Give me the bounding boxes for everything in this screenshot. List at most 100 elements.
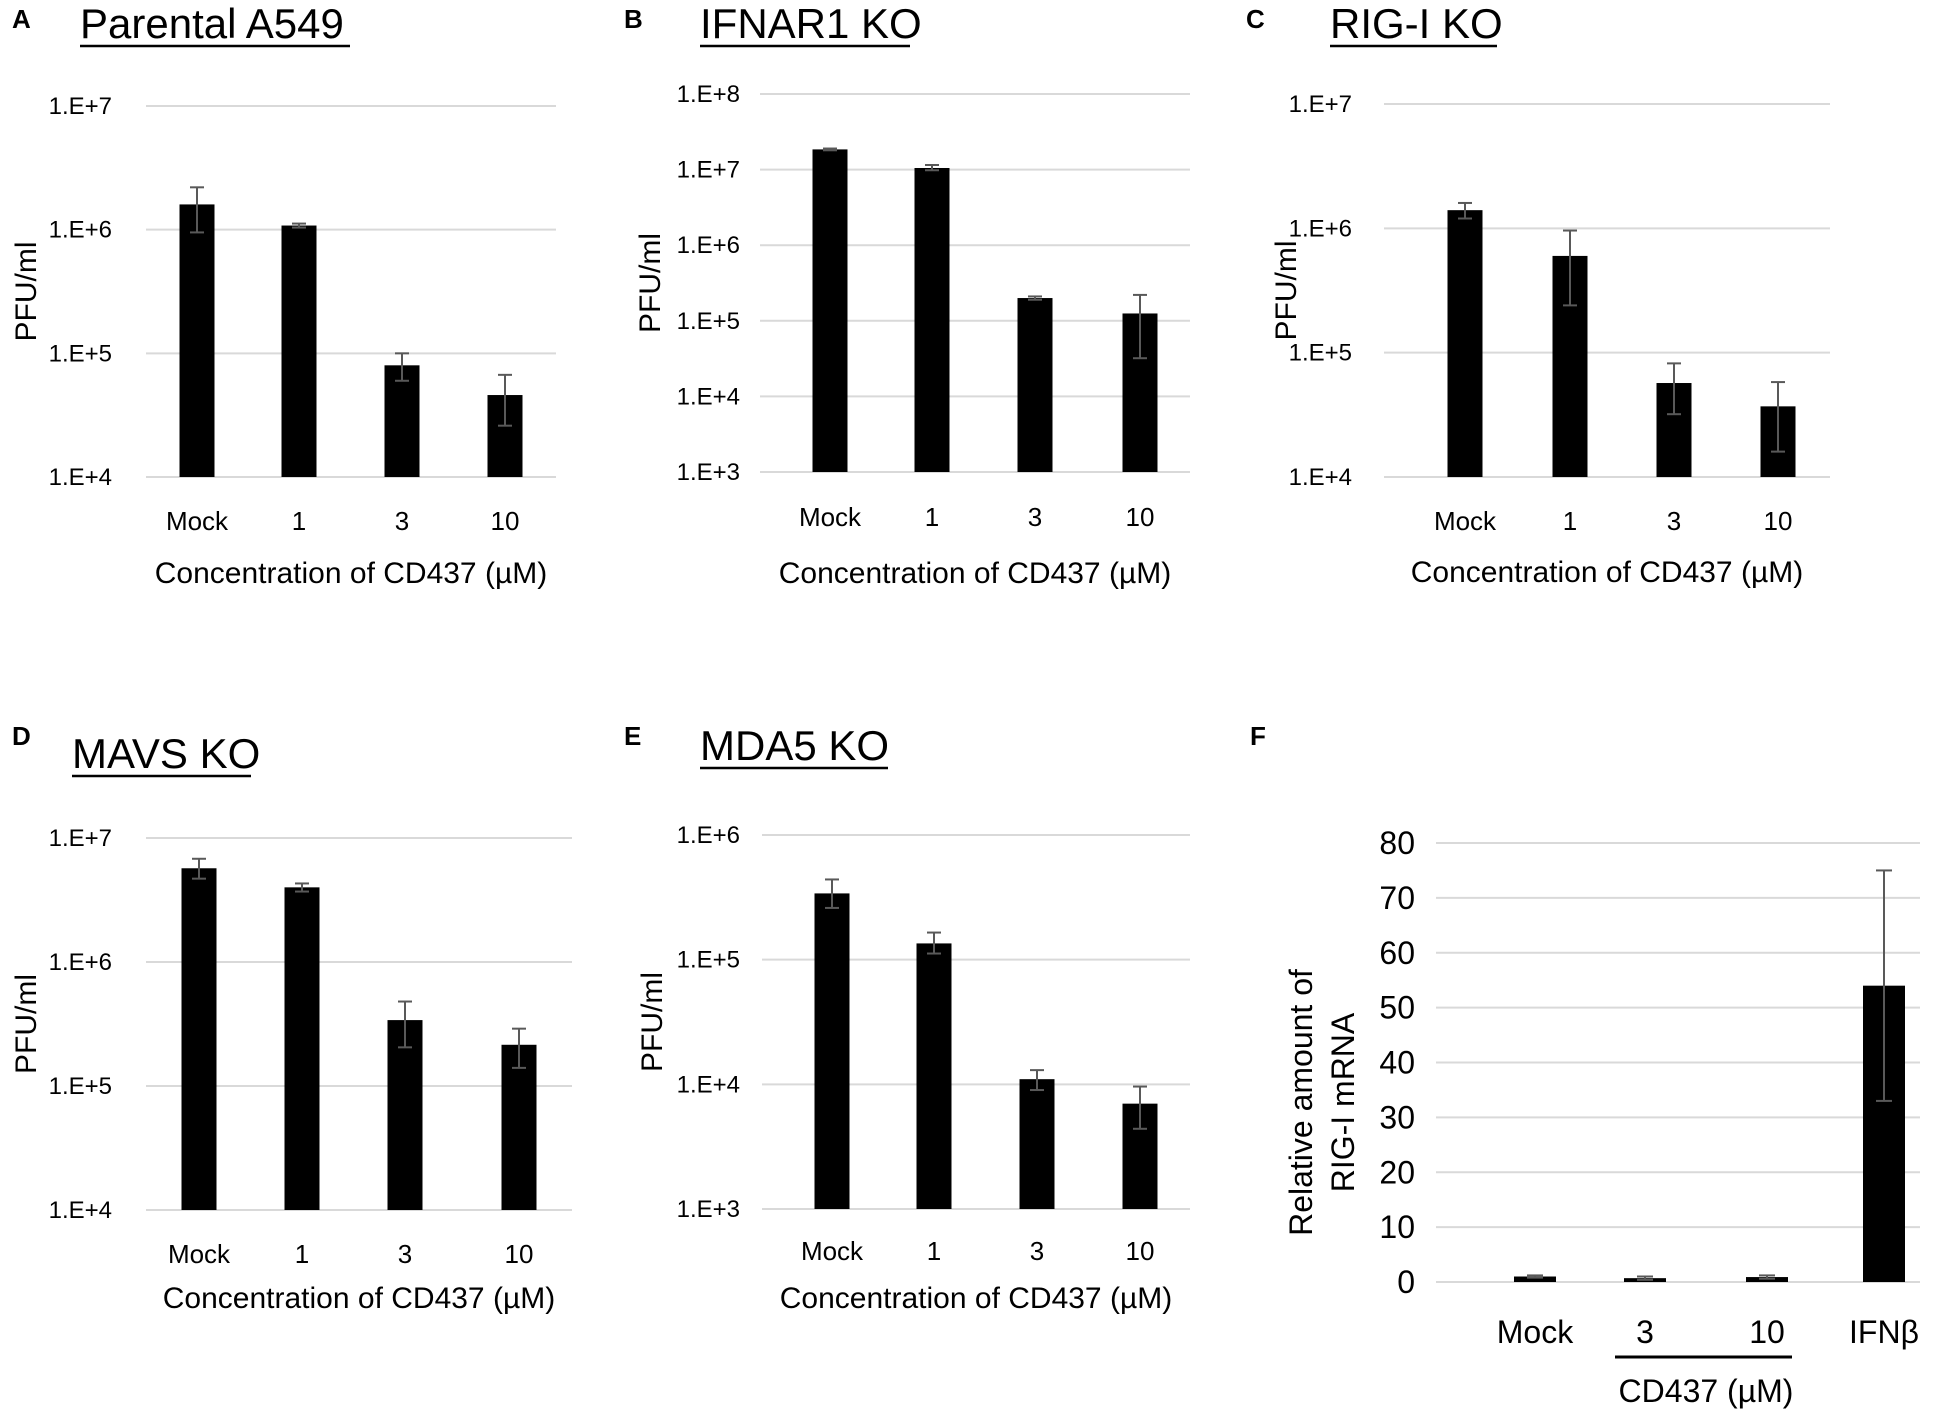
x-tick-label: 1 xyxy=(292,506,306,536)
x-tick-label: Mock xyxy=(1497,1314,1574,1350)
x-tick-label: Mock xyxy=(1434,506,1497,536)
panel-letter: C xyxy=(1246,4,1265,34)
panel-letter: E xyxy=(624,721,641,751)
panel-title: RIG-I KO xyxy=(1330,0,1503,47)
x-tick-label: Mock xyxy=(799,502,862,532)
y-tick-label: 1.E+3 xyxy=(677,1196,740,1223)
bar-3 xyxy=(1017,298,1053,472)
y-axis-label: PFU/ml xyxy=(10,974,43,1074)
x-tick-label: 3 xyxy=(1667,506,1681,536)
y-tick-label: 1.E+6 xyxy=(49,217,112,244)
y-tick-label: 20 xyxy=(1379,1154,1415,1190)
panel-b: B IFNAR1 KO 1.E+3 1.E+4 1.E+5 1.E+6 1.E+7 1.E+8… xyxy=(624,0,1190,590)
panel-title: Parental A549 xyxy=(80,0,344,47)
y-tick-label: 1.E+5 xyxy=(677,308,740,335)
bar-mock xyxy=(1514,1276,1556,1282)
x-tick-label: 10 xyxy=(1764,506,1793,536)
x-tick-label: 3 xyxy=(1636,1314,1654,1350)
y-tick-label: 40 xyxy=(1379,1045,1415,1081)
y-tick-label: 1.E+5 xyxy=(1289,340,1352,367)
y-axis-label-line: Relative amount of xyxy=(1283,969,1319,1236)
x-tick-label: IFNβ xyxy=(1849,1314,1919,1350)
y-tick-label: 1.E+6 xyxy=(677,822,740,849)
y-axis-label: PFU/ml xyxy=(634,233,667,333)
panel-f: F 0 10 20 30 40 50 60 70 80 Mock 3 10 IFNβ CD437 (µM) R… xyxy=(1250,721,1920,1409)
panel-d: D MAVS KO 1.E+4 1.E+5 1.E+6 1.E+7 Mock 1 3 10 Conc… xyxy=(10,721,572,1315)
y-tick-label: 1.E+6 xyxy=(677,232,740,259)
y-tick-label: 1.E+7 xyxy=(1289,91,1352,118)
bar-1 xyxy=(281,225,317,477)
bar-mock xyxy=(181,868,217,1210)
x-axis-label: Concentration of CD437 (µM) xyxy=(780,1282,1172,1315)
bar-3 xyxy=(387,1020,423,1210)
y-tick-label: 1.E+7 xyxy=(49,825,112,852)
y-axis-label: PFU/ml xyxy=(1270,241,1303,341)
panel-title: IFNAR1 KO xyxy=(700,0,922,47)
y-tick-label: 1.E+4 xyxy=(677,1071,740,1098)
bar-3 xyxy=(384,365,420,477)
bar-mock xyxy=(812,149,848,473)
x-tick-label: 3 xyxy=(395,506,409,536)
x-tick-label: 3 xyxy=(1030,1236,1044,1266)
y-axis-label: PFU/ml xyxy=(10,242,43,342)
x-axis-label: Concentration of CD437 (µM) xyxy=(1411,556,1803,589)
y-tick-label: 60 xyxy=(1379,935,1415,971)
y-tick-label: 70 xyxy=(1379,880,1415,916)
panel-letter: F xyxy=(1250,721,1266,751)
y-tick-label: 1.E+6 xyxy=(1289,215,1352,242)
y-axis-label-line: RIG-I mRNA xyxy=(1325,1012,1361,1192)
panel-a: A Parental A549 1.E+4 1.E+5 1.E+6 1.E+7 Mock 1 3… xyxy=(10,0,556,590)
panel-title: MDA5 KO xyxy=(700,722,889,769)
x-tick-label: Mock xyxy=(168,1239,231,1269)
y-tick-label: 1.E+4 xyxy=(1289,464,1352,491)
y-tick-label: 1.E+5 xyxy=(49,1073,112,1100)
x-axis-label: Concentration of CD437 (µM) xyxy=(779,557,1171,590)
bar-1 xyxy=(916,943,952,1209)
x-tick-label: 1 xyxy=(295,1239,309,1269)
y-tick-label: 50 xyxy=(1379,990,1415,1026)
y-tick-label: 30 xyxy=(1379,1099,1415,1135)
panel-c: C RIG-I KO 1.E+4 1.E+5 1.E+6 1.E+7 Mock 1 3 10 Con… xyxy=(1246,0,1830,589)
bar-10 xyxy=(501,1044,537,1210)
bar-3 xyxy=(1019,1079,1055,1209)
panel-title: MAVS KO xyxy=(72,730,260,777)
bar-mock xyxy=(814,893,850,1209)
y-tick-label: 1.E+5 xyxy=(49,340,112,367)
y-tick-label: 1.E+4 xyxy=(677,383,740,410)
x-tick-label: 1 xyxy=(1563,506,1577,536)
x-tick-label: Mock xyxy=(166,506,229,536)
bar-1 xyxy=(284,887,320,1210)
y-tick-label: 1.E+5 xyxy=(677,947,740,974)
y-axis-label: PFU/ml xyxy=(636,972,669,1072)
x-axis-label: Concentration of CD437 (µM) xyxy=(155,557,547,590)
bar-mock xyxy=(1447,210,1483,478)
y-tick-label: 1.E+4 xyxy=(49,1197,112,1224)
x-tick-label: 10 xyxy=(491,506,520,536)
bar-mock xyxy=(179,204,215,477)
y-tick-label: 1.E+7 xyxy=(677,157,740,184)
y-tick-label: 1.E+6 xyxy=(49,949,112,976)
panel-letter: B xyxy=(624,4,643,34)
y-tick-label: 80 xyxy=(1379,825,1415,861)
x-tick-label: 1 xyxy=(925,502,939,532)
y-tick-label: 1.E+4 xyxy=(49,464,112,491)
x-tick-label: 3 xyxy=(1028,502,1042,532)
y-tick-label: 1.E+8 xyxy=(677,81,740,108)
x-tick-label: 3 xyxy=(398,1239,412,1269)
x-tick-label: 1 xyxy=(927,1236,941,1266)
x-tick-label: 10 xyxy=(1126,502,1155,532)
x-axis-label: Concentration of CD437 (µM) xyxy=(163,1282,555,1315)
y-tick-label: 0 xyxy=(1397,1264,1415,1300)
x-tick-label: 10 xyxy=(505,1239,534,1269)
panel-e: E MDA5 KO 1.E+3 1.E+4 1.E+5 1.E+6 Mock 1 3 10 Conc… xyxy=(624,721,1190,1315)
x-tick-label: 10 xyxy=(1749,1314,1785,1350)
panel-letter: D xyxy=(12,721,31,751)
x-tick-label: Mock xyxy=(801,1236,864,1266)
y-tick-label: 1.E+3 xyxy=(677,459,740,486)
panel-letter: A xyxy=(12,4,31,34)
y-tick-label: 1.E+7 xyxy=(49,93,112,120)
y-tick-label: 10 xyxy=(1379,1209,1415,1245)
x-tick-label: 10 xyxy=(1126,1236,1155,1266)
x-axis-label: CD437 (µM) xyxy=(1619,1373,1794,1409)
bar-1 xyxy=(914,167,950,472)
